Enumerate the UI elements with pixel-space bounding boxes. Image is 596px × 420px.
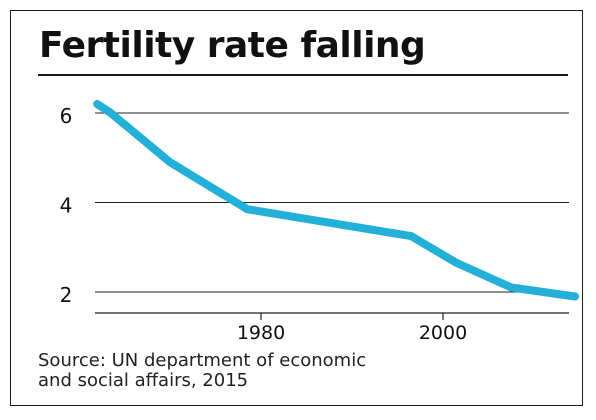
- x-tick-label: 2000: [419, 322, 467, 344]
- fertility-rate-line: [93, 100, 579, 301]
- source-line-2: and social affairs, 2015: [38, 370, 249, 391]
- grid-lines: [95, 112, 569, 320]
- title-underline: [38, 74, 568, 76]
- chart-frame: [10, 10, 583, 406]
- chart-title: Fertility rate falling: [39, 25, 426, 66]
- x-tick-label: 1980: [237, 322, 285, 344]
- y-tick-label: 4: [60, 194, 73, 218]
- y-tick-label: 2: [60, 283, 73, 307]
- tick-labels: 2 4 6 1980 2000: [60, 104, 468, 344]
- source-note: Source: UN department of economic and so…: [38, 351, 568, 391]
- series-layer: [93, 100, 579, 301]
- source-line-1: Source: UN department of economic: [38, 350, 367, 371]
- y-tick-label: 6: [60, 104, 73, 128]
